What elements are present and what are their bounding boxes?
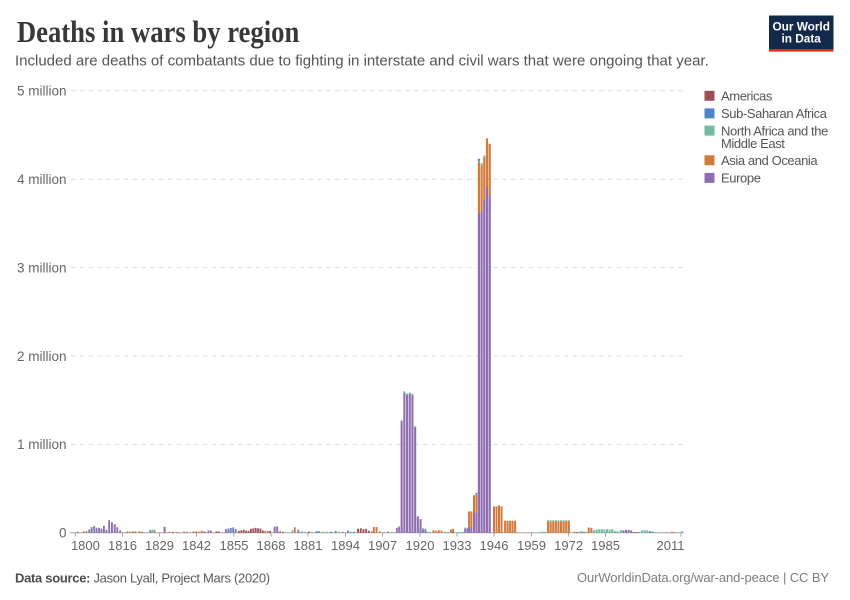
svg-text:1842: 1842 (182, 538, 211, 553)
svg-text:1829: 1829 (145, 538, 174, 553)
svg-text:1985: 1985 (591, 538, 620, 553)
svg-text:2 million: 2 million (17, 349, 67, 364)
svg-text:5 million: 5 million (17, 84, 67, 99)
svg-text:OurWorldinData.org/war-and-pea: OurWorldinData.org/war-and-peace | CC BY (577, 570, 829, 585)
svg-text:Our World: Our World (772, 20, 829, 34)
svg-text:1855: 1855 (220, 538, 249, 553)
svg-text:1816: 1816 (108, 538, 137, 553)
svg-text:1881: 1881 (294, 538, 323, 553)
svg-text:Americas: Americas (721, 89, 773, 104)
svg-text:1800: 1800 (71, 538, 100, 553)
svg-text:in Data: in Data (782, 31, 822, 45)
svg-text:1 million: 1 million (17, 437, 67, 452)
svg-text:Asia and Oceania: Asia and Oceania (721, 153, 818, 168)
svg-text:1920: 1920 (406, 538, 435, 553)
svg-text:1894: 1894 (331, 538, 360, 553)
svg-text:Included are deaths of combata: Included are deaths of combatants due to… (15, 53, 709, 70)
svg-text:2011: 2011 (657, 538, 685, 553)
svg-text:1959: 1959 (517, 538, 546, 553)
svg-text:0: 0 (59, 526, 67, 541)
svg-text:Sub-Saharan Africa: Sub-Saharan Africa (721, 106, 828, 121)
svg-text:1907: 1907 (368, 538, 397, 553)
svg-text:1933: 1933 (443, 538, 472, 553)
svg-text:3 million: 3 million (17, 260, 67, 275)
svg-text:4 million: 4 million (17, 172, 67, 187)
svg-text:Europe: Europe (721, 171, 761, 186)
svg-text:Deaths in wars by region: Deaths in wars by region (17, 15, 299, 49)
svg-text:1972: 1972 (554, 538, 583, 553)
svg-text:1868: 1868 (257, 538, 286, 553)
svg-text:North Africa and the: North Africa and the (721, 123, 828, 138)
svg-text:Data source: Jason Lyall, Proj: Data source: Jason Lyall, Project Mars (… (15, 571, 270, 586)
svg-text:Middle East: Middle East (721, 136, 785, 151)
svg-text:1946: 1946 (480, 538, 509, 553)
